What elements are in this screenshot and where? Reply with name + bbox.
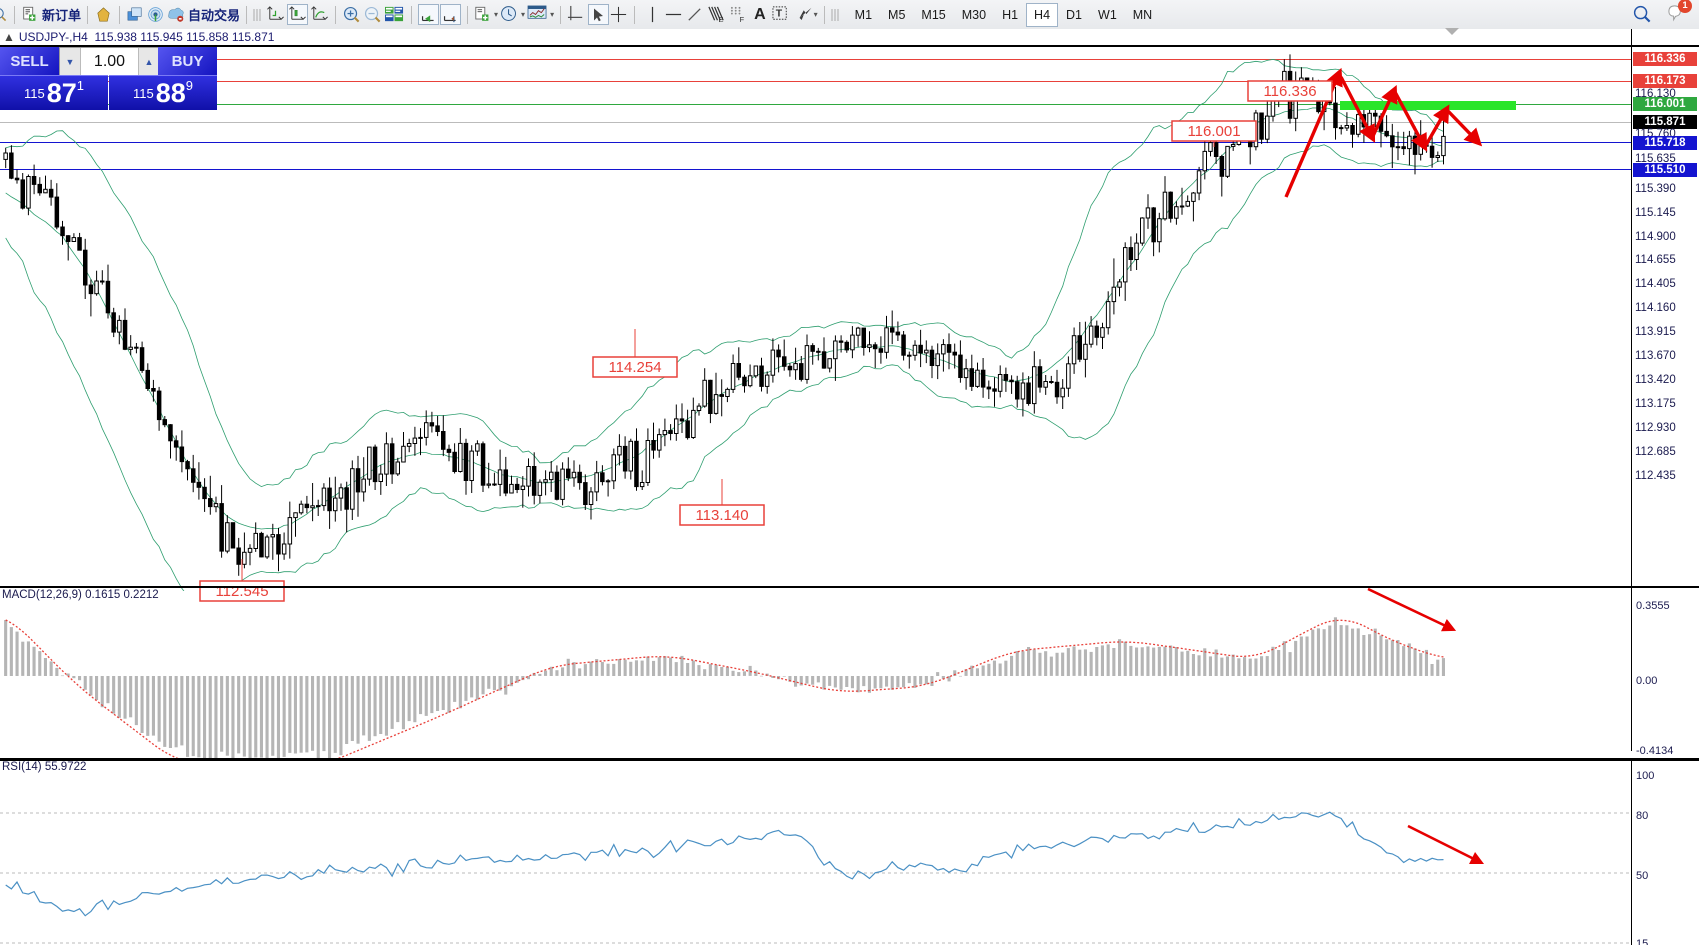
svg-text:116.336: 116.336 — [1263, 83, 1316, 100]
svg-text:113.140: 113.140 — [695, 507, 748, 524]
svg-text:F: F — [740, 15, 745, 24]
svg-text:T: T — [775, 8, 782, 19]
svg-text:114.254: 114.254 — [608, 359, 661, 376]
svg-text:E: E — [718, 15, 723, 24]
svg-text:116.001: 116.001 — [1187, 123, 1240, 140]
